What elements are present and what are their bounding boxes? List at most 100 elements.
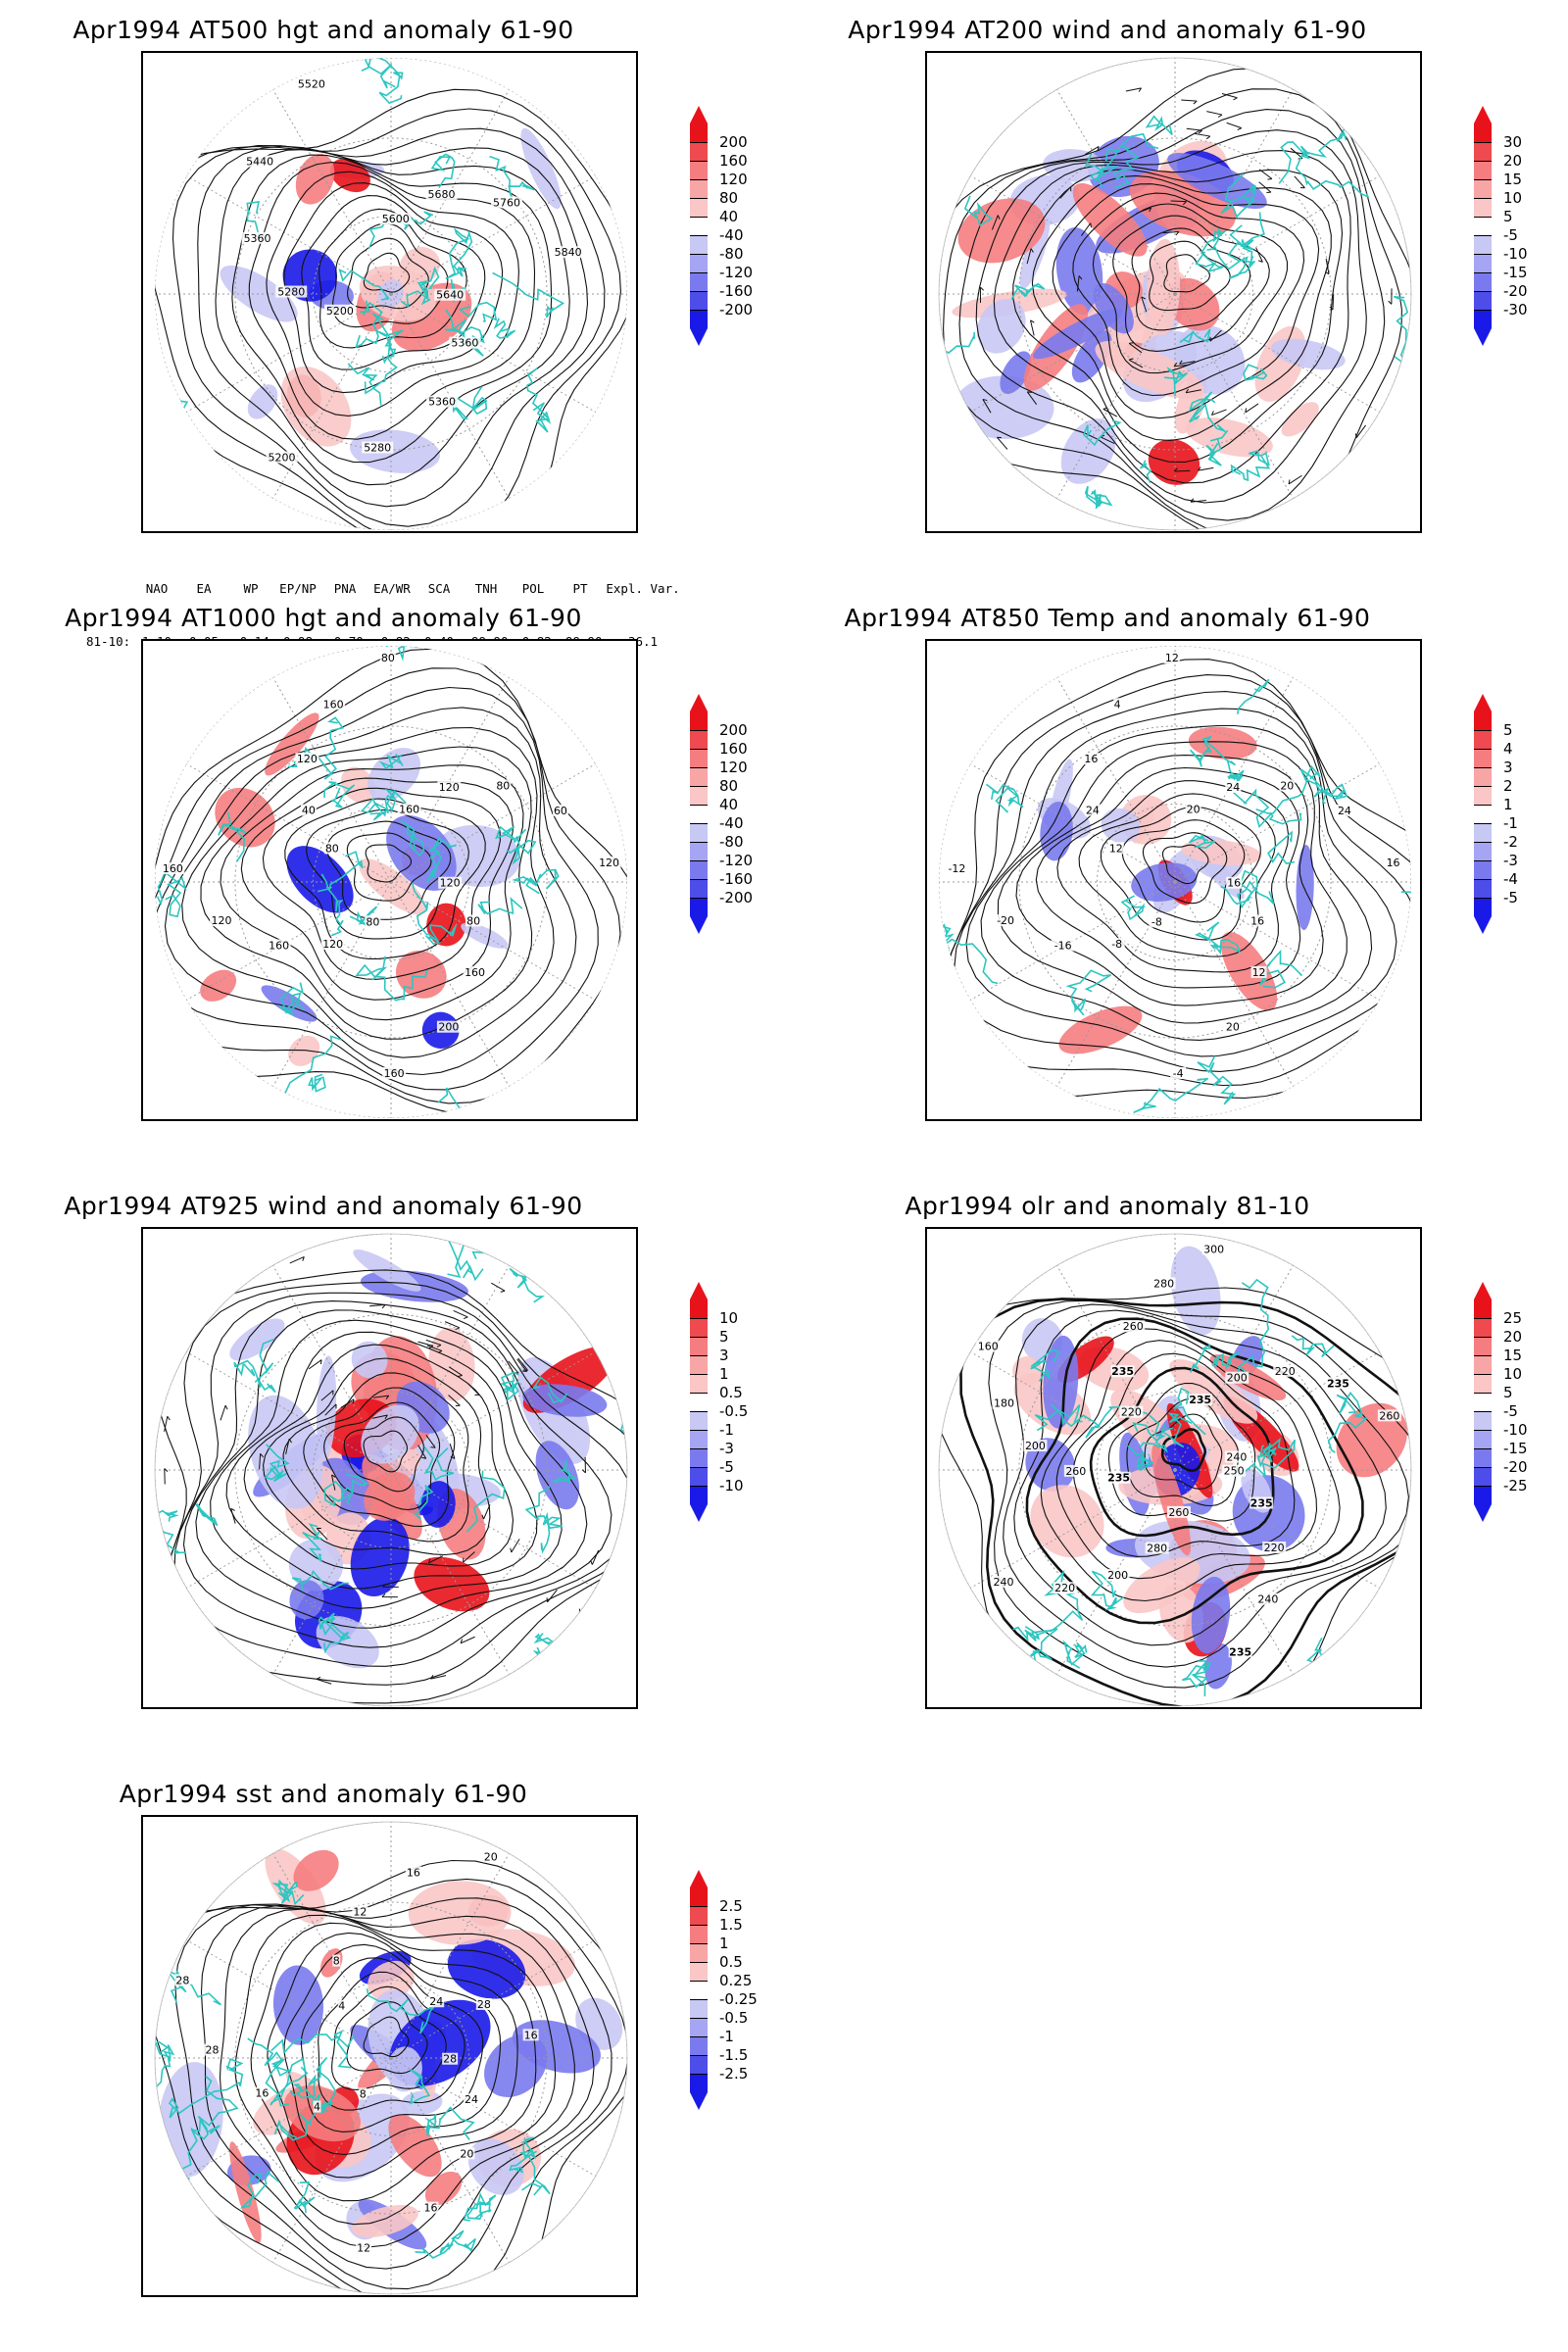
contour-label-bg xyxy=(436,1020,461,1033)
anomaly-shading xyxy=(351,1341,388,1379)
contour-line xyxy=(959,1298,1411,1706)
meridian-line xyxy=(390,1469,510,1675)
anomaly-shading xyxy=(1167,153,1267,209)
meridian-line xyxy=(390,881,596,1001)
contour-label-bg xyxy=(522,2029,539,2041)
wind-arrow xyxy=(1288,474,1302,485)
contour-label: 235 xyxy=(1229,1645,1251,1658)
contour-line xyxy=(1163,254,1210,293)
contour-line xyxy=(172,127,606,527)
contour-line xyxy=(306,808,469,940)
coastline xyxy=(463,2192,497,2222)
coastline xyxy=(445,227,473,280)
contour-label-bg xyxy=(1326,1377,1350,1390)
coastline xyxy=(254,1338,274,1383)
coastline xyxy=(239,2170,280,2209)
anomaly-shading xyxy=(1055,227,1103,316)
colorbar-swatch xyxy=(690,198,708,217)
anomaly-shading xyxy=(368,1960,415,2001)
colorbar-bottom-arrow xyxy=(690,2092,708,2110)
contour-line xyxy=(164,707,577,1076)
wind-arrow xyxy=(1136,207,1152,215)
contour-label-bg xyxy=(1053,1582,1077,1594)
anomaly-shading xyxy=(1072,183,1148,257)
wind-arrow xyxy=(1026,248,1034,265)
coastline xyxy=(156,870,187,918)
coastline xyxy=(278,982,305,1016)
colorbar-top-arrow xyxy=(1474,694,1492,711)
coastline xyxy=(155,2040,175,2090)
contour-label: 260 xyxy=(1168,1506,1189,1519)
coastline xyxy=(1400,844,1411,900)
polar-map xyxy=(154,1233,628,1707)
contour-label: 12 xyxy=(353,1905,367,1918)
colorbar-swatch xyxy=(690,1906,708,1925)
anomaly-shading xyxy=(368,748,421,802)
contour-label-bg xyxy=(552,804,568,816)
wind-arrow xyxy=(460,1636,475,1644)
contour-line xyxy=(282,1372,469,1543)
contour-label-bg xyxy=(244,155,276,168)
wind-arrow xyxy=(1324,258,1330,275)
contour-label: 235 xyxy=(1111,1365,1134,1378)
wind-arrow xyxy=(448,1395,461,1406)
colorbar-label: 40 xyxy=(719,796,739,813)
polar-map: 16 16 12 20 -4 -8 -8 -16 -20 -12 12 24 16 4 12 20 24 20 24… xyxy=(939,646,1411,1118)
colorbar-swatch xyxy=(690,786,708,805)
wind-arrow xyxy=(428,1555,444,1564)
colorbar-label: -40 xyxy=(719,226,744,244)
colorbar-swatch xyxy=(690,1448,708,1467)
coastline xyxy=(1394,296,1411,371)
contour-label-bg xyxy=(1226,876,1243,889)
anomaly-shading xyxy=(1170,1246,1221,1336)
contour-label-bg xyxy=(1107,842,1124,855)
coastline xyxy=(1030,1348,1060,1382)
colorbar-bottom-arrow xyxy=(1474,1504,1492,1522)
contour-label: 235 xyxy=(1250,1497,1273,1510)
wind-arrow xyxy=(1294,175,1305,189)
colorbar-label: -5 xyxy=(1503,226,1518,244)
coastline xyxy=(426,837,457,882)
contour-label: 5640 xyxy=(436,289,464,302)
wind-arrow xyxy=(1258,169,1273,180)
contour-label-bg xyxy=(295,77,327,90)
anomaly-shading xyxy=(1000,351,1032,395)
contour-label-bg xyxy=(1279,779,1296,792)
contour-label-bg xyxy=(422,2201,439,2214)
contour-label: 200 xyxy=(438,1021,459,1034)
coastline xyxy=(323,781,356,808)
wind-arrow xyxy=(417,1445,427,1459)
tele-header: EP/NP xyxy=(279,581,317,596)
contour-label: 16 xyxy=(424,2202,438,2215)
colorbar-label: -80 xyxy=(719,833,744,851)
colorbar-label: 10 xyxy=(719,1309,739,1327)
meridian-line xyxy=(390,2057,596,2177)
contour-label: 160 xyxy=(323,698,344,710)
colorbar-label: -5 xyxy=(1503,889,1518,906)
latitude-circle xyxy=(1096,1391,1254,1549)
contour-line xyxy=(1056,780,1290,973)
contour-label: -12 xyxy=(948,862,965,875)
coastline xyxy=(939,938,999,985)
colorbar-label: 20 xyxy=(1503,1328,1523,1346)
anomaly-shading xyxy=(293,1849,339,1891)
contour-line xyxy=(1100,806,1261,941)
coastline xyxy=(1145,115,1173,136)
contour-label-bg xyxy=(365,915,381,928)
coastline xyxy=(1197,1055,1237,1105)
colorbar-swatch xyxy=(690,161,708,179)
coastline xyxy=(323,1473,369,1507)
contour-label-bg xyxy=(1262,1541,1287,1553)
latitude-circle xyxy=(1018,137,1332,451)
colorbar-label: 10 xyxy=(1503,189,1523,207)
coastline xyxy=(247,2037,293,2107)
contour-label: 5520 xyxy=(298,78,325,91)
contour-line xyxy=(318,1971,466,2111)
colorbar-label: -160 xyxy=(719,870,754,888)
colorbar-label: -0.5 xyxy=(719,2009,749,2027)
colorbar-swatch xyxy=(1474,1393,1492,1411)
contour-label: 235 xyxy=(1327,1377,1349,1390)
colorbar-label: 160 xyxy=(719,152,748,170)
anomaly-shading xyxy=(286,846,354,913)
colorbar-swatch xyxy=(690,1337,708,1355)
